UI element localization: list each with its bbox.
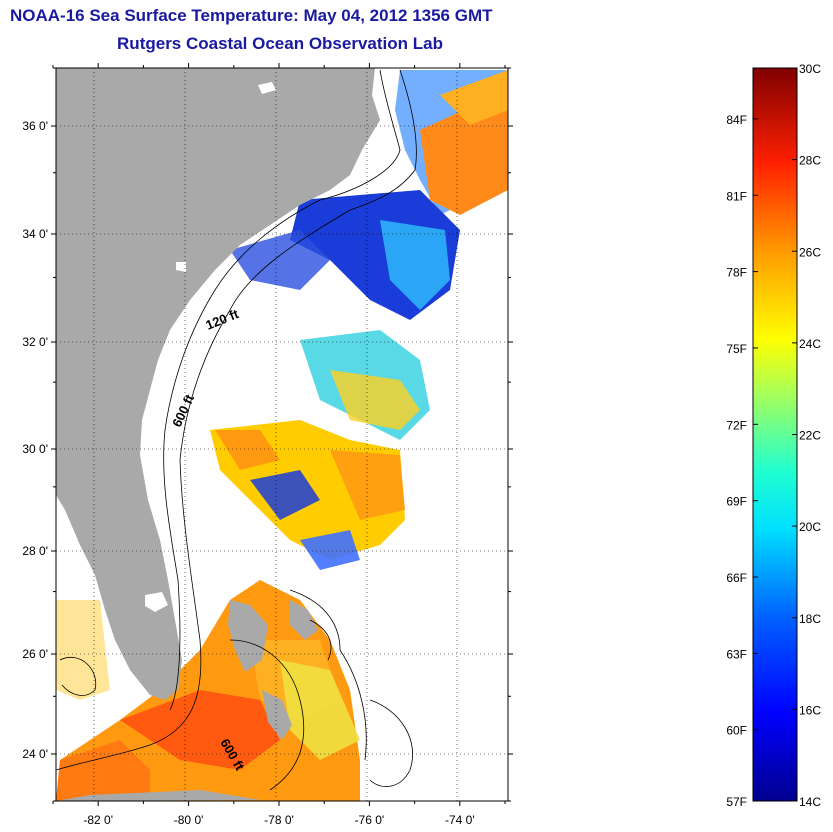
map-grid — [56, 68, 508, 801]
bathymetry-contours — [56, 69, 417, 791]
colorbar-f-label: 57F — [726, 795, 747, 809]
colorbar-c-label: 16C — [799, 703, 821, 717]
lat-tick-label: 30 0' — [22, 442, 48, 456]
lat-tick-label: 32 0' — [22, 335, 48, 349]
lat-tick-label: 36 0' — [22, 119, 48, 133]
colorbar-c-label: 24C — [799, 337, 821, 351]
colorbar-celsius-labels: 30C 28C 26C 24C 22C 20C 18C 16C 14C — [792, 62, 821, 809]
lakes-layer — [145, 82, 276, 612]
colorbar-f-label: 69F — [726, 495, 747, 509]
land-layer — [56, 68, 380, 801]
lon-tick-label: -74 0' — [445, 813, 475, 827]
colorbar-f-label: 66F — [726, 571, 747, 585]
colorbar-c-label: 14C — [799, 795, 821, 809]
colorbar-f-label: 60F — [726, 724, 747, 738]
chart-title: NOAA-16 Sea Surface Temperature: May 04,… — [10, 6, 493, 25]
colorbar-c-label: 22C — [799, 429, 821, 443]
colorbar-fahrenheit-labels: 84F 81F 78F 75F 72F 69F 66F 63F 60F 57F — [726, 113, 758, 809]
lat-tick-label: 24 0' — [22, 747, 48, 761]
colorbar-f-label: 63F — [726, 647, 747, 661]
lon-tick-label: -80 0' — [174, 813, 204, 827]
colorbar-c-label: 18C — [799, 612, 821, 626]
colorbar-c-label: 20C — [799, 520, 821, 534]
colorbar-f-label: 78F — [726, 266, 747, 280]
colorbar-f-label: 84F — [726, 113, 747, 127]
longitude-axis: -82 0' -80 0' -78 0' -76 0' -74 0' — [52, 63, 506, 827]
lat-tick-label: 34 0' — [22, 227, 48, 241]
colorbar — [752, 67, 798, 802]
colorbar-f-label: 81F — [726, 189, 747, 203]
sst-data-layer — [56, 70, 508, 801]
latitude-axis: 36 0' 34 0' 32 0' 30 0' 28 0' 26 0' 24 0' — [22, 67, 513, 802]
colorbar-c-label: 26C — [799, 245, 821, 259]
chart-subtitle: Rutgers Coastal Ocean Observation Lab — [117, 34, 443, 53]
lon-tick-label: -78 0' — [264, 813, 294, 827]
lat-tick-label: 28 0' — [22, 544, 48, 558]
lon-tick-label: -82 0' — [83, 813, 113, 827]
lon-tick-label: -76 0' — [355, 813, 385, 827]
colorbar-c-label: 28C — [799, 154, 821, 168]
lat-tick-label: 26 0' — [22, 647, 48, 661]
colorbar-f-label: 75F — [726, 342, 747, 356]
colorbar-f-label: 72F — [726, 418, 747, 432]
map-frame — [55, 67, 509, 802]
colorbar-c-label: 30C — [799, 62, 821, 76]
